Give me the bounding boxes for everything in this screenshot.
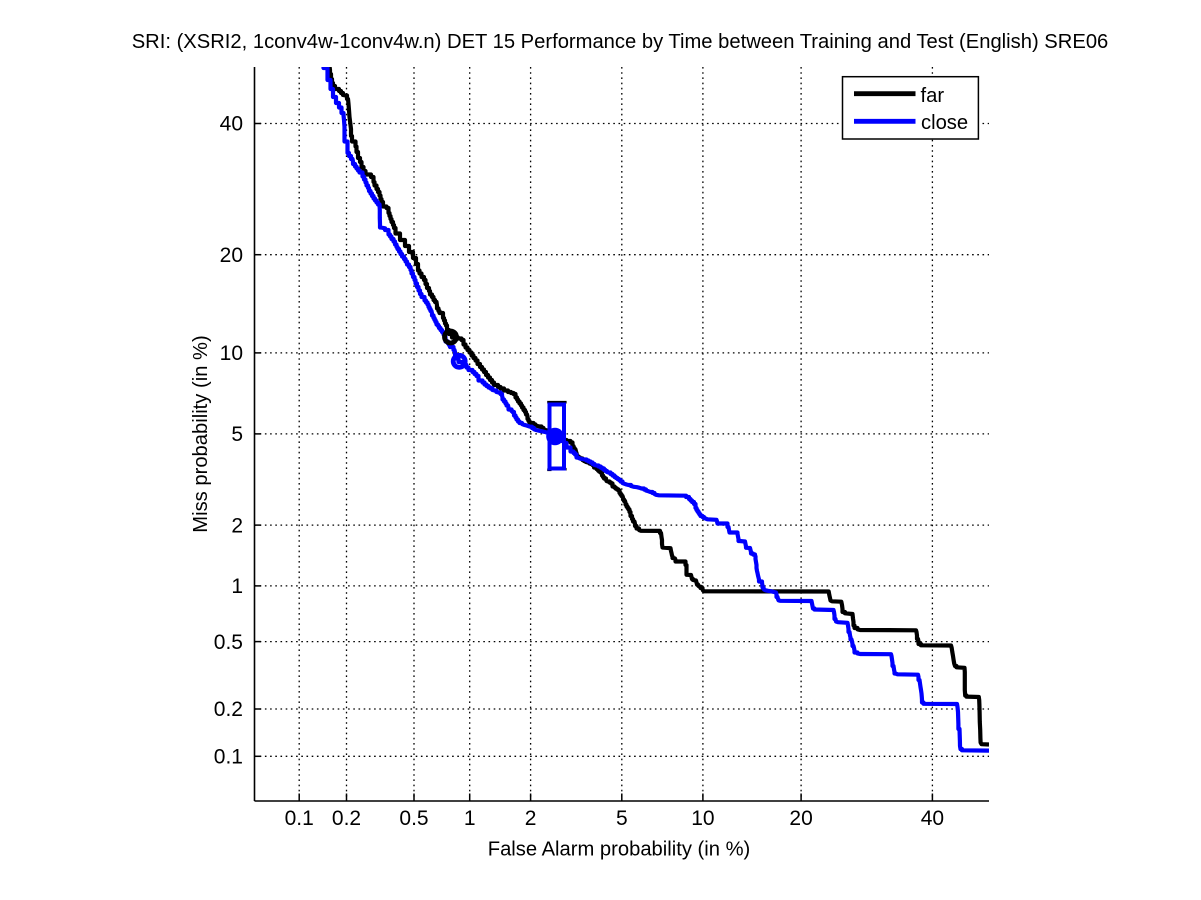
svg-text:0.1: 0.1 <box>285 807 314 830</box>
svg-text:5: 5 <box>616 807 628 830</box>
svg-text:2: 2 <box>231 514 243 537</box>
svg-text:20: 20 <box>220 244 243 267</box>
svg-text:1: 1 <box>464 807 476 830</box>
svg-text:0.2: 0.2 <box>214 698 243 721</box>
svg-text:False Alarm probability (in %): False Alarm probability (in %) <box>488 839 751 861</box>
svg-text:40: 40 <box>220 113 243 136</box>
svg-text:Miss probability (in %): Miss probability (in %) <box>190 335 212 532</box>
svg-text:SRI: (XSRI2, 1conv4w-1conv4w.n: SRI: (XSRI2, 1conv4w-1conv4w.n) DET 15 P… <box>132 31 1109 53</box>
svg-text:far: far <box>921 85 945 107</box>
svg-text:5: 5 <box>231 423 243 446</box>
svg-text:10: 10 <box>691 807 714 830</box>
svg-text:0.5: 0.5 <box>399 807 428 830</box>
svg-text:1: 1 <box>231 575 243 598</box>
svg-text:0.2: 0.2 <box>332 807 361 830</box>
svg-text:40: 40 <box>921 807 944 830</box>
svg-text:10: 10 <box>220 342 243 365</box>
svg-text:20: 20 <box>789 807 812 830</box>
svg-text:0.5: 0.5 <box>214 631 243 654</box>
svg-text:close: close <box>921 112 968 134</box>
svg-text:0.1: 0.1 <box>214 746 243 769</box>
svg-text:2: 2 <box>525 807 537 830</box>
